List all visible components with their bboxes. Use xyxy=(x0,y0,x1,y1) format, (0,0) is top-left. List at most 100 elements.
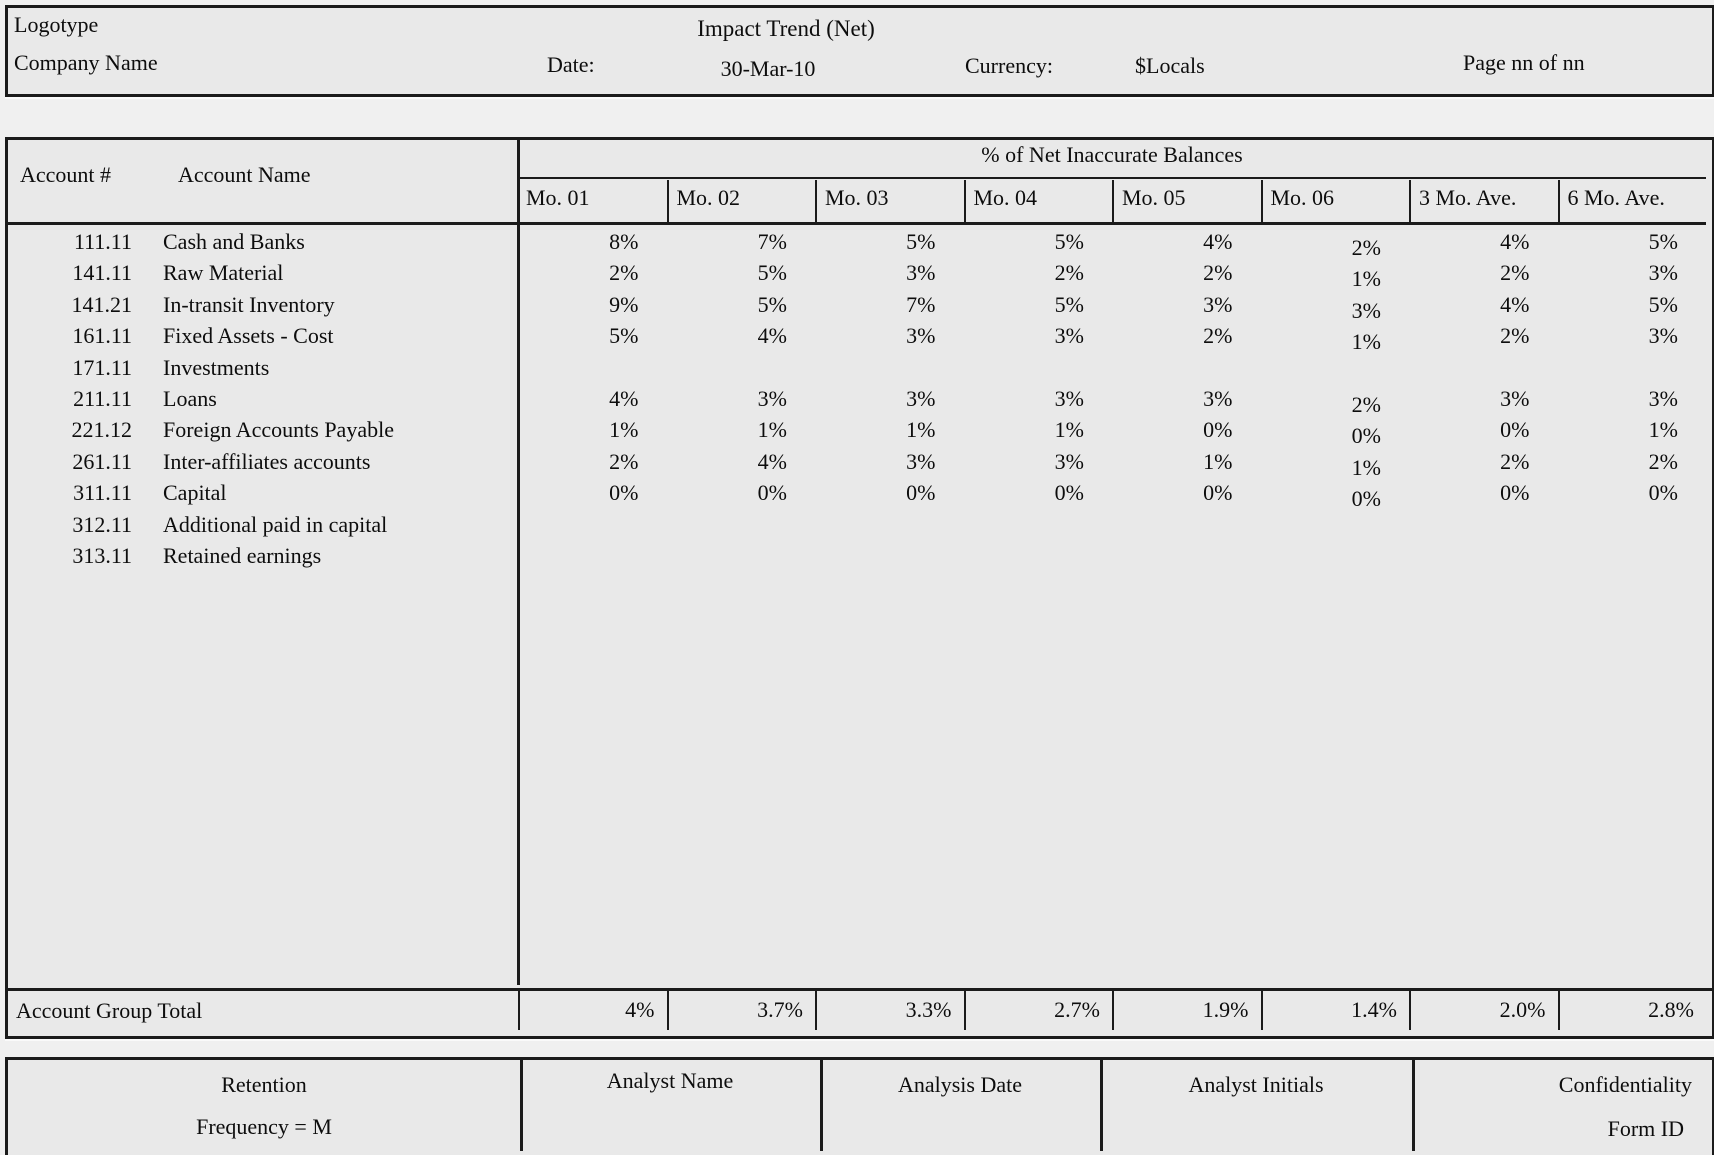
footer-divider xyxy=(520,1060,523,1151)
account-header-panel: Account # Account Name xyxy=(8,140,517,222)
analysis-date-label: Analysis Date xyxy=(897,1072,1023,1097)
analyst-name-cell: Analyst Name xyxy=(520,1060,820,1151)
value-cell: 3% xyxy=(1054,323,1084,349)
total-label: Account Group Total xyxy=(16,998,203,1023)
value-cell: 1% xyxy=(1648,417,1678,443)
account-number: 141.21 xyxy=(71,291,133,317)
value-cell: 0% xyxy=(906,480,936,506)
account-number: 221.12 xyxy=(71,417,133,443)
column-header: Mo. 05 xyxy=(1112,179,1261,222)
value-cell: 0% xyxy=(1203,417,1233,443)
footer-divider xyxy=(1100,1060,1103,1151)
value-cell: 1% xyxy=(1351,266,1381,292)
value-cell: 1% xyxy=(1203,448,1233,474)
panel-divider xyxy=(517,140,520,985)
account-name: Additional paid in capital xyxy=(163,511,388,537)
column-header: 3 Mo. Ave. xyxy=(1409,179,1558,222)
value-cell: 2% xyxy=(1203,260,1233,286)
column-header: Mo. 03 xyxy=(815,179,964,222)
value-cell: 5% xyxy=(757,291,787,317)
table-row: 312.11 Additional paid in capital xyxy=(8,509,1706,540)
account-name: Foreign Accounts Payable xyxy=(163,417,394,443)
value-cell: 1% xyxy=(906,417,936,443)
table-row: 141.11 Raw Material 2% 5% 3% 2% 2% 1% 2% 3% xyxy=(8,257,1706,291)
value-cell: 7% xyxy=(906,291,936,317)
value-cell: 3% xyxy=(1351,297,1381,323)
account-name: Fixed Assets - Cost xyxy=(163,323,334,349)
form-footer: Retention Frequency = M Analyst Name Ana… xyxy=(5,1057,1714,1155)
account-name: Investments xyxy=(163,354,270,380)
page-title: Impact Trend (Net) xyxy=(697,16,875,41)
report-header: Logotype Company Name Impact Trend (Net)… xyxy=(5,5,1714,97)
analyst-initials-cell: Analyst Initials xyxy=(1100,1060,1412,1151)
value-cell: 2% xyxy=(609,260,639,286)
account-name: In-transit Inventory xyxy=(163,291,335,317)
value-cell: 3% xyxy=(1203,291,1233,317)
account-number: 313.11 xyxy=(72,543,132,568)
total-row: Account Group Total 4% 3.7% 3.3% 2.7% 1.9% 1.… xyxy=(5,988,1714,1039)
value-cell: 0% xyxy=(757,480,787,506)
value-cell: 3% xyxy=(1500,386,1530,411)
analyst-name-label: Analyst Name xyxy=(606,1068,734,1093)
value-cell: 8% xyxy=(609,229,639,254)
value-cell: 4% xyxy=(757,448,787,474)
value-cell: 1% xyxy=(1351,329,1381,355)
account-name: Cash and Banks xyxy=(163,229,305,254)
total-value-cell: 3.3% xyxy=(815,991,964,1030)
value-cell: 2% xyxy=(1203,323,1233,349)
total-value-cell: 4% xyxy=(518,991,667,1030)
value-cell: 0% xyxy=(1203,480,1233,506)
analysis-date-cell: Analysis Date xyxy=(820,1060,1100,1151)
total-value-cell: 3.7% xyxy=(666,991,816,1030)
footer-divider xyxy=(820,1060,823,1151)
value-cell: 4% xyxy=(1500,229,1530,254)
value-cell: 1% xyxy=(1351,454,1381,480)
account-name: Loans xyxy=(163,386,217,411)
confidentiality-cell: Confidentiality Form ID xyxy=(1412,1060,1706,1151)
table-row: 171.11 Investments xyxy=(8,352,1706,383)
account-number: 211.11 xyxy=(73,386,132,411)
column-header: Mo. 04 xyxy=(963,179,1113,222)
value-cell: 0% xyxy=(1054,480,1084,506)
column-header: 6 Mo. Ave. xyxy=(1557,179,1707,222)
logotype: Logotype xyxy=(14,12,99,37)
column-header: Mo. 06 xyxy=(1260,179,1410,222)
account-name: Inter-affiliates accounts xyxy=(163,448,371,474)
value-cell: 5% xyxy=(1054,291,1084,317)
account-number: 312.11 xyxy=(72,511,132,537)
value-cell: 3% xyxy=(1648,323,1678,349)
value-cell: 3% xyxy=(1648,386,1678,411)
analyst-initials-label: Analyst Initials xyxy=(1188,1072,1324,1097)
value-cell: 1% xyxy=(609,417,639,443)
value-cell: 4% xyxy=(609,386,639,411)
account-number: 161.11 xyxy=(72,323,132,349)
value-cell: 9% xyxy=(609,291,639,317)
table-row: 111.11 Cash and Banks 8% 7% 5% 5% 4% 2% 4% 5% xyxy=(8,226,1706,260)
value-cell: 2% xyxy=(1500,260,1530,286)
account-number: 171.11 xyxy=(72,354,132,380)
value-cell: 5% xyxy=(1648,291,1678,317)
value-cell: 3% xyxy=(1054,448,1084,474)
currency-value: $Locals xyxy=(1135,53,1205,78)
value-cell: 3% xyxy=(757,386,787,411)
value-cell: 5% xyxy=(757,260,787,286)
total-value-cell: 2.8% xyxy=(1557,991,1707,1030)
page-indicator: Page nn of nn xyxy=(1463,50,1585,75)
retention-label: Retention xyxy=(221,1072,307,1097)
value-cell: 3% xyxy=(906,323,936,349)
header-body-divider xyxy=(8,222,1706,225)
value-cell: 7% xyxy=(757,229,787,254)
value-cell: 0% xyxy=(609,480,639,506)
value-cell: 5% xyxy=(1054,229,1084,254)
date-label: Date: xyxy=(547,52,595,77)
retention-cell: Retention Frequency = M xyxy=(8,1060,520,1151)
table-row: 211.11 Loans 4% 3% 3% 3% 3% 2% 3% 3% xyxy=(8,383,1706,417)
value-cell: 2% xyxy=(609,448,639,474)
value-cell: 5% xyxy=(609,323,639,349)
frequency-label: Frequency = M xyxy=(196,1114,332,1139)
table-row: 311.11 Capital 0% 0% 0% 0% 0% 0% 0% 0% xyxy=(8,477,1706,511)
company-name: Company Name xyxy=(14,50,158,75)
value-cell: 3% xyxy=(1648,260,1678,286)
group-header-underline xyxy=(518,177,1706,179)
confidentiality-label: Confidentiality xyxy=(1558,1072,1692,1097)
